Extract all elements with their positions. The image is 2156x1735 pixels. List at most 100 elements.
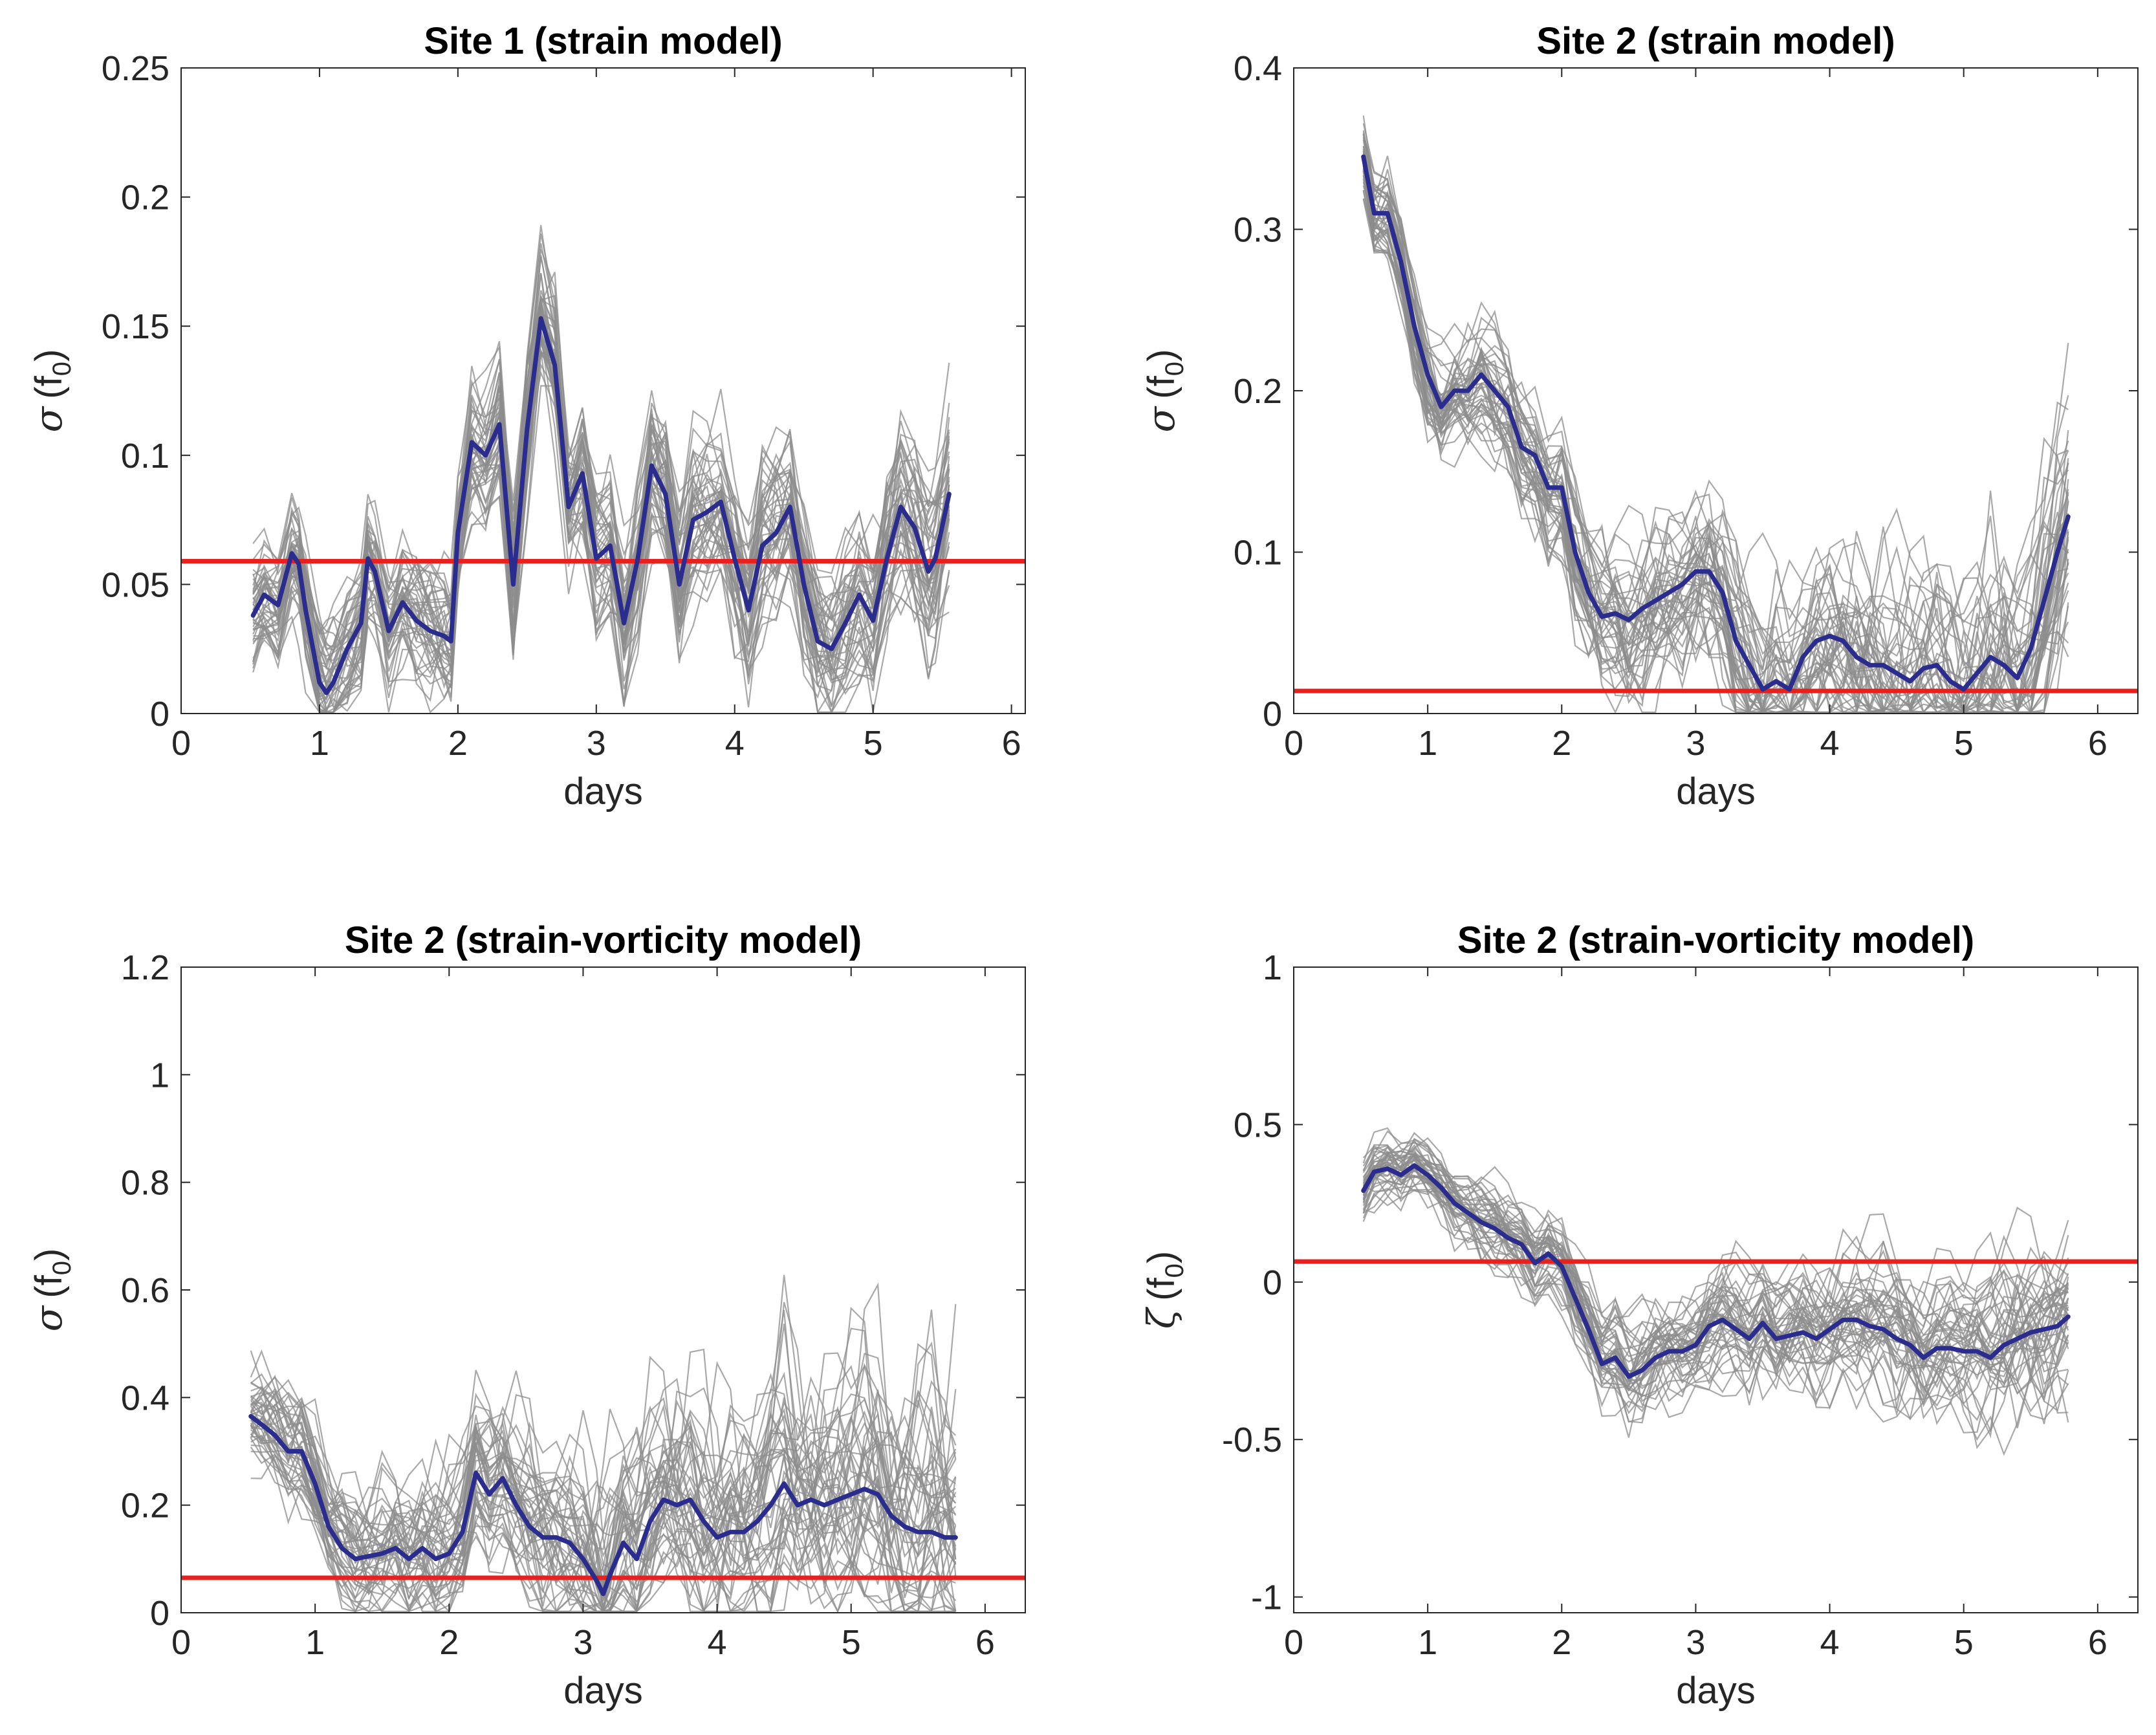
x-tick-label: 2: [1552, 724, 1571, 763]
y-tick-label: 1: [1263, 948, 1282, 987]
ensemble-mean-line: [248, 1413, 958, 1597]
x-tick-label: 1: [305, 1623, 325, 1662]
x-tick-label: 0: [171, 724, 191, 763]
y-tick-label: 1: [150, 1056, 169, 1095]
y-tick-label: 0: [150, 695, 169, 734]
ensemble-member-line: [253, 306, 950, 692]
ensemble-member-line: [250, 1405, 957, 1613]
x-tick-label: 1: [1418, 1623, 1437, 1662]
x-tick-label: 5: [1954, 1623, 1974, 1662]
ensemble-member-line: [1363, 1172, 2069, 1456]
ensemble-lines: [252, 224, 950, 714]
ensemble-member-line: [1362, 1175, 2069, 1407]
y-tick-label: 0.2: [121, 179, 169, 217]
y-tick-label: 0: [1263, 1263, 1282, 1302]
y-axis-subscript: 0: [1160, 1263, 1189, 1278]
y-tick-label: 0.15: [102, 307, 169, 346]
ensemble-member-line: [250, 1389, 957, 1609]
ensemble-member-line: [1362, 1156, 2069, 1376]
x-tick-label: 3: [1686, 1623, 1705, 1662]
ensemble-member-line: [252, 307, 950, 665]
ensemble-lines: [1362, 1127, 2069, 1456]
ensemble-member-line: [252, 340, 950, 714]
ensemble-member-line: [1362, 1153, 2069, 1438]
ensemble-member-line: [250, 1380, 957, 1573]
ensemble-member-line: [1362, 134, 2069, 714]
ensemble-member-line: [1362, 160, 2069, 714]
ensemble-member-line: [1363, 1153, 2069, 1428]
chart-panel-1: 0 1 2 3 4 5 6 0 0.05 0.1 0.15 0.2 0.25 Site 1 (strain…: [27, 20, 1026, 813]
ensemble-member-line: [252, 336, 950, 714]
y-axis-label: ζ (f0): [1139, 1251, 1189, 1329]
y-tick-label: 0.5: [1234, 1106, 1282, 1144]
y-tick-label: 0.05: [102, 565, 169, 604]
chart-title: Site 2 (strain model): [1536, 20, 1895, 62]
chart-title: Site 1 (strain model): [424, 20, 782, 62]
chart-panel-3: 0 1 2 3 4 5 6 0 0.2 0.4 0.6 0.8 1 1.2 Site 2 (strain-v…: [27, 919, 1026, 1712]
x-tick-label: 4: [1820, 1623, 1840, 1662]
ensemble-member-line: [250, 1373, 956, 1595]
x-tick-label: 4: [725, 724, 745, 763]
ensemble-member-line: [1363, 1144, 2069, 1379]
y-axis-symbol: ζ: [1139, 1306, 1183, 1329]
x-tick-label: 0: [1284, 724, 1303, 763]
x-tick-label: 3: [587, 724, 606, 763]
y-axis-subscript: 0: [48, 1261, 76, 1275]
x-axis-label: days: [563, 1670, 643, 1712]
y-axis-unit: (f: [1140, 375, 1182, 398]
x-tick-label: 5: [1954, 724, 1974, 763]
ensemble-member-line: [1363, 1138, 2069, 1373]
x-tick-label: 3: [1686, 724, 1705, 763]
ensemble-member-line: [1362, 199, 2069, 714]
x-tick-label: 6: [975, 1623, 995, 1662]
y-axis-close: ): [1140, 1251, 1182, 1263]
y-axis-subscript: 0: [1160, 362, 1189, 376]
x-tick-label: 4: [708, 1623, 727, 1662]
ensemble-member-line: [252, 353, 950, 662]
y-tick-label: 0.6: [121, 1271, 169, 1310]
y-tick-label: -1: [1251, 1578, 1282, 1617]
ensemble-member-line: [252, 256, 950, 664]
ensemble-member-line: [250, 1401, 957, 1613]
y-axis-symbol: σ: [27, 1305, 71, 1331]
y-axis-label: σ (f0): [1139, 349, 1189, 433]
x-tick-label: 0: [171, 1623, 191, 1662]
ensemble-member-line: [252, 302, 950, 666]
y-tick-label: 0.1: [121, 437, 169, 475]
x-tick-label: 0: [1284, 1623, 1303, 1662]
x-tick-label: 1: [1418, 724, 1437, 763]
ensemble-member-line: [1362, 1168, 2069, 1409]
ensemble-member-line: [252, 243, 950, 651]
y-tick-label: 0.4: [1234, 49, 1282, 88]
y-axis-symbol: σ: [27, 406, 71, 432]
ensemble-mean-line: [250, 316, 952, 695]
ensemble-member-line: [1362, 1161, 2069, 1394]
y-tick-label: 0.4: [121, 1379, 169, 1417]
x-axis-label: days: [1676, 770, 1756, 813]
ensemble-member-line: [1362, 162, 2069, 714]
ensemble-member-line: [250, 1386, 956, 1579]
ensemble-member-line: [1362, 182, 2069, 714]
x-tick-label: 6: [2088, 1623, 2107, 1662]
y-axis-label: σ (f0): [27, 349, 76, 433]
y-axis-label: σ (f0): [27, 1249, 76, 1332]
x-tick-label: 6: [2088, 724, 2107, 763]
y-tick-label: 0: [150, 1594, 169, 1633]
x-axis-label: days: [1676, 1670, 1756, 1712]
ensemble-mean-line: [1361, 154, 2071, 692]
ensemble-member-line: [1362, 1130, 2069, 1361]
y-tick-label: 0.1: [1234, 534, 1282, 573]
y-axis-unit: (f: [1140, 1277, 1182, 1300]
y-axis-symbol: σ: [1139, 406, 1183, 432]
y-tick-label: 0.3: [1234, 211, 1282, 250]
ensemble-lines: [1362, 115, 2069, 714]
y-tick-label: -0.5: [1222, 1421, 1282, 1459]
y-tick-label: 0.2: [1234, 372, 1282, 411]
ensemble-member-line: [1362, 1131, 2069, 1354]
chart-title: Site 2 (strain-vorticity model): [1457, 919, 1974, 961]
y-axis-close: ): [28, 349, 70, 362]
chart-title: Site 2 (strain-vorticity model): [345, 919, 862, 961]
y-tick-label: 0.2: [121, 1487, 169, 1525]
y-tick-label: 0.25: [102, 49, 169, 88]
